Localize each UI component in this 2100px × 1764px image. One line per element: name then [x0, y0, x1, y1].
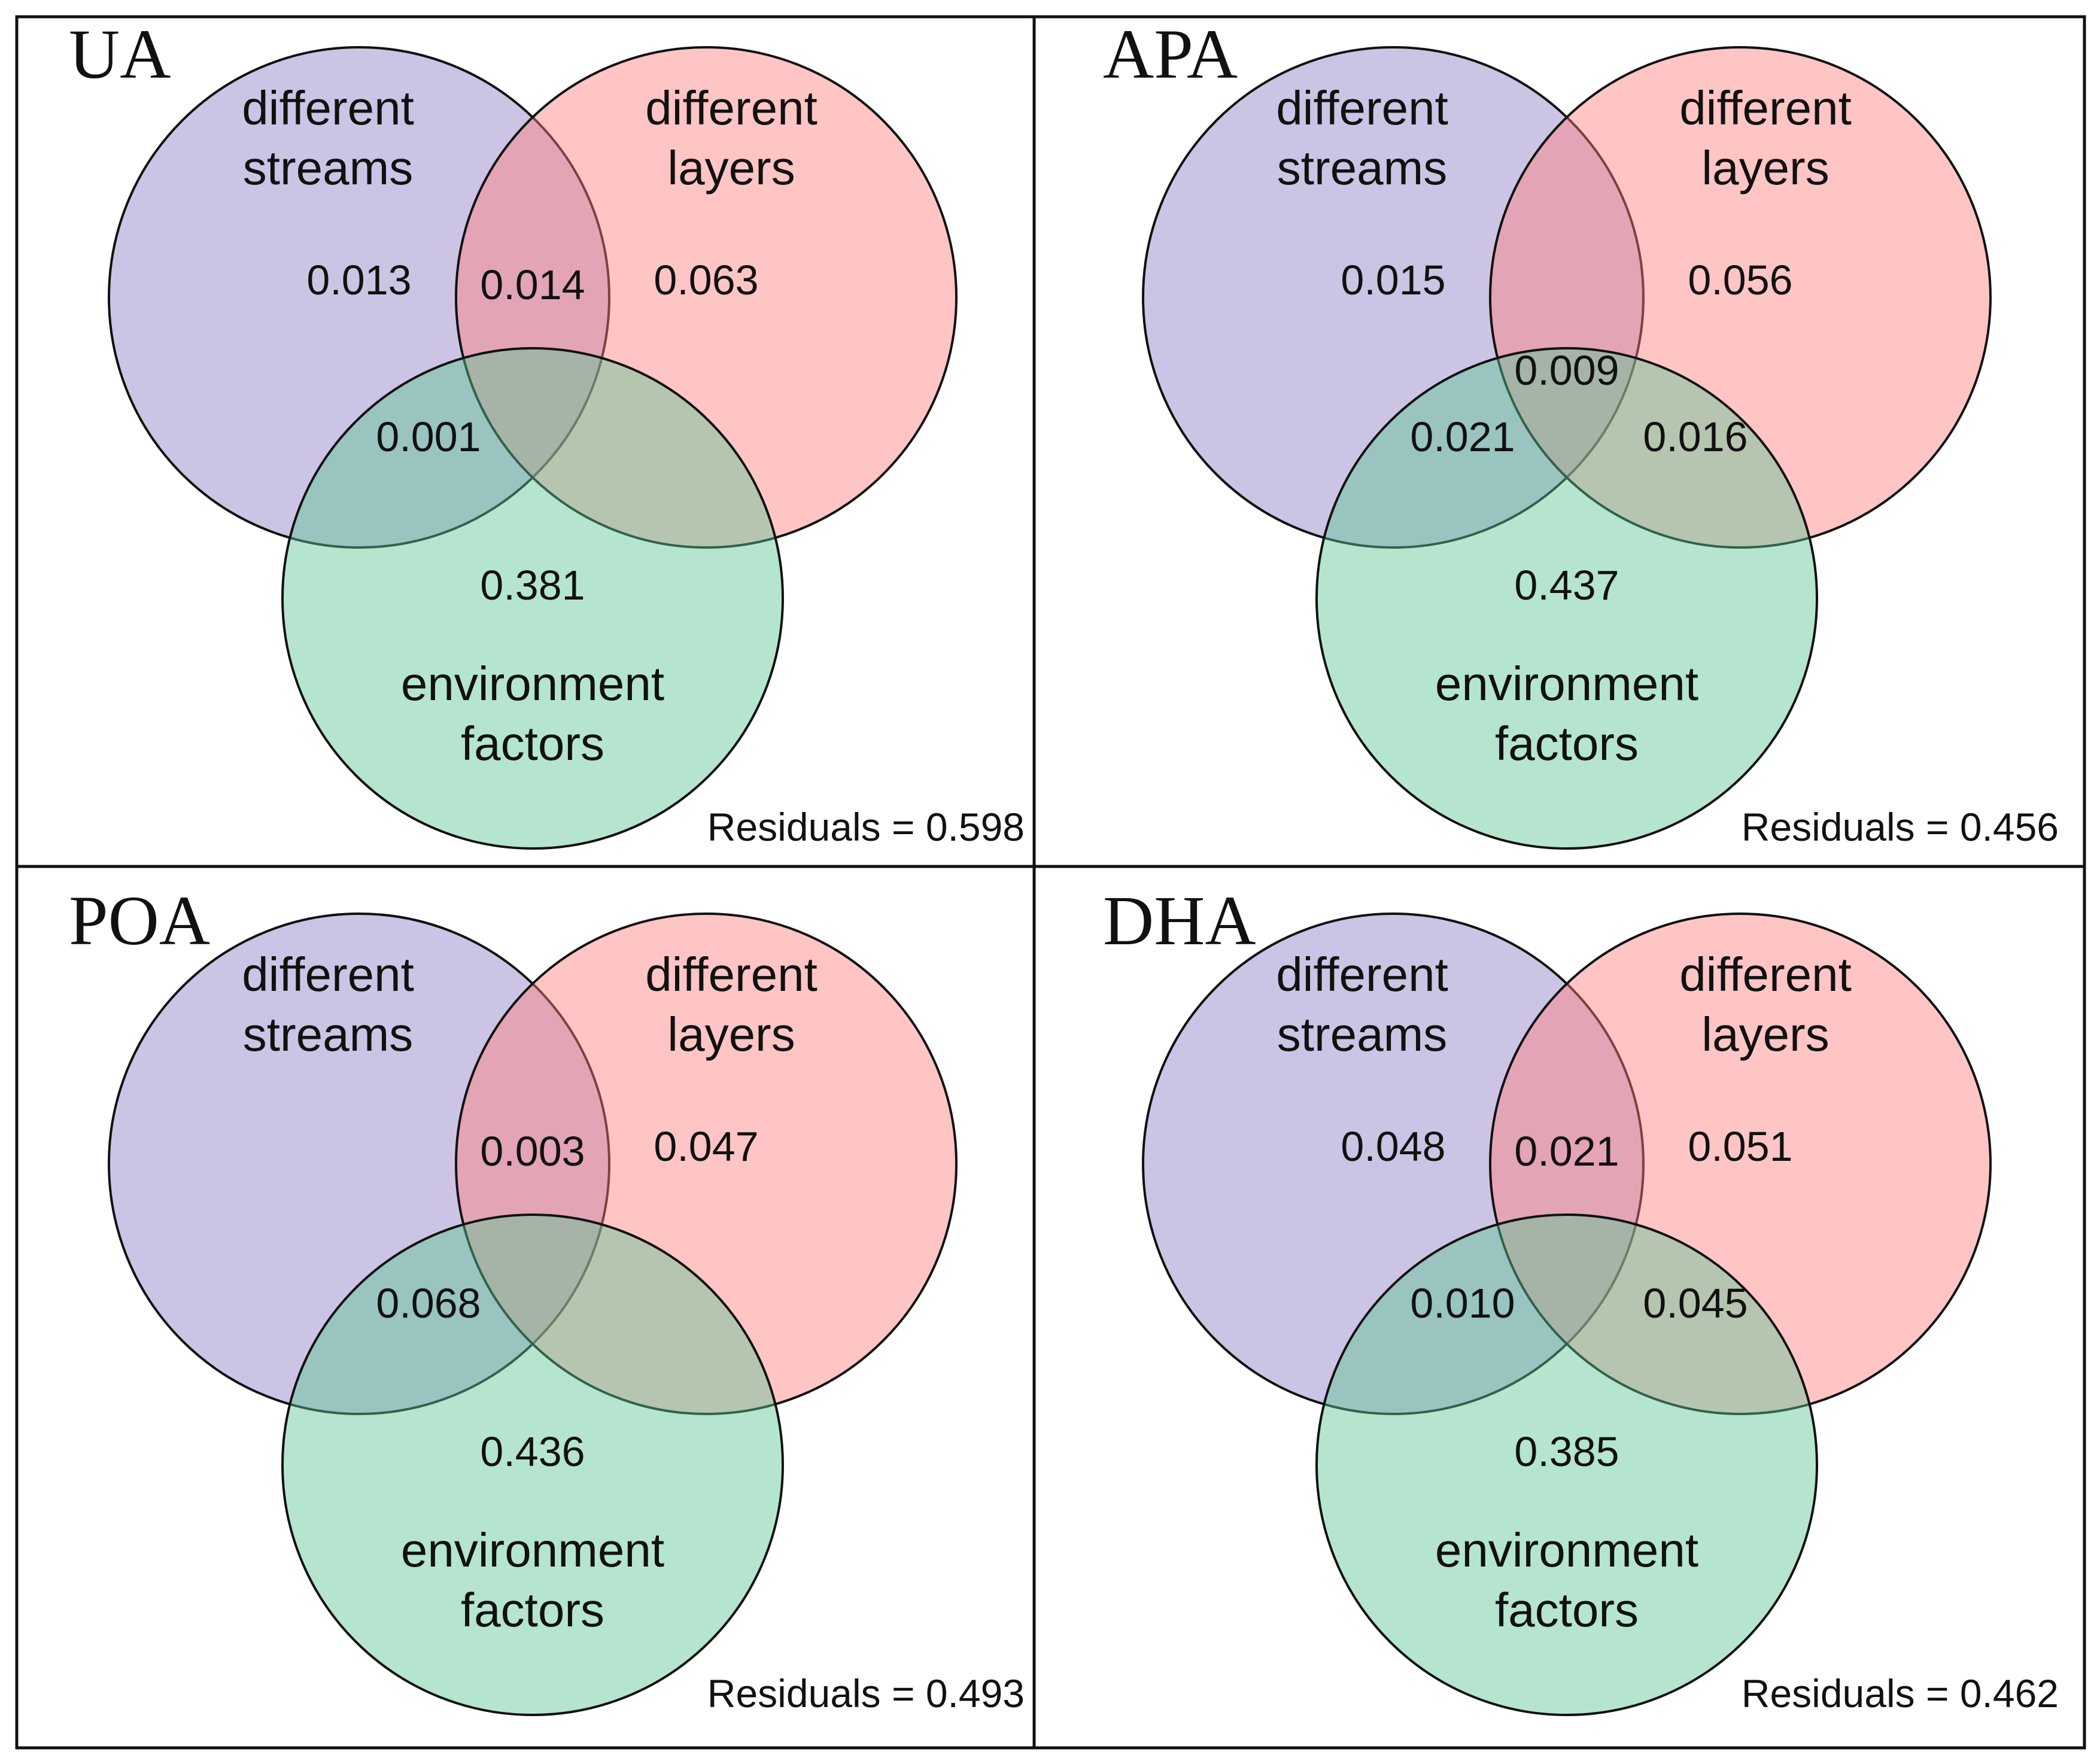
value-layers-only: 0.063: [654, 257, 758, 303]
venn-panel-ua: UA different streams different layers environ…: [69, 15, 1025, 850]
panel-title: POA: [69, 881, 210, 960]
layers-label-line: different: [645, 948, 817, 1001]
environment-label-line: environment: [1435, 657, 1698, 710]
value-environment-only: 0.381: [480, 562, 585, 609]
streams-circle: [1142, 913, 1645, 1415]
layers-label-line: different: [645, 81, 817, 135]
value-streams-layers: 0.021: [1514, 1128, 1619, 1175]
venn-panels: UA different streams different layers environ…: [69, 15, 2059, 1716]
value-streams-layers: 0.003: [480, 1128, 585, 1175]
value-streams-environment: 0.010: [1410, 1280, 1515, 1327]
streams-label-line: streams: [243, 1008, 414, 1061]
panel-grid-borders: [15, 15, 2086, 1750]
streams-circle: [108, 46, 610, 549]
layers-label-line: layers: [1701, 141, 1829, 194]
streams-circle: [1142, 46, 1645, 549]
value-layers-only: 0.047: [654, 1123, 758, 1170]
layers-circle: [455, 913, 958, 1415]
environment-circle: [281, 347, 784, 850]
value-streams-environment: 0.001: [376, 413, 481, 460]
residuals-label: Residuals = 0.456: [1742, 805, 2059, 849]
value-environment-only: 0.385: [1514, 1428, 1619, 1475]
value-environment-only: 0.437: [1514, 562, 1619, 609]
value-streams-only: 0.048: [1341, 1123, 1445, 1170]
venn-panel-dha: DHA different streams different layers enviro…: [1103, 881, 2059, 1716]
layers-circle: [1489, 46, 1992, 549]
streams-label-line: streams: [243, 141, 414, 194]
layers-label-line: layers: [1701, 1008, 1829, 1061]
value-streams-environment: 0.021: [1410, 413, 1515, 460]
environment-circle: [1315, 347, 1818, 850]
streams-label-line: streams: [1277, 1008, 1448, 1061]
outer-border: [15, 15, 2086, 1750]
layers-label-line: different: [1679, 81, 1852, 135]
value-all-three: 0.009: [1514, 347, 1619, 394]
panel-title: UA: [69, 15, 171, 93]
streams-label-line: streams: [1277, 141, 1448, 194]
value-layers-only: 0.051: [1688, 1123, 1792, 1170]
layers-circle: [455, 46, 958, 549]
venn-panel-poa: POA different streams different layers enviro…: [69, 881, 1025, 1716]
value-environment-only: 0.436: [480, 1428, 585, 1475]
streams-label-line: different: [242, 948, 414, 1001]
environment-label-line: factors: [461, 717, 604, 770]
value-streams-environment: 0.068: [376, 1280, 481, 1327]
environment-circle: [1315, 1213, 1818, 1716]
venn-panel-apa: APA different streams different layers enviro…: [1103, 15, 2059, 850]
residuals-label: Residuals = 0.598: [707, 805, 1025, 849]
layers-label-line: layers: [667, 141, 795, 194]
layers-label-line: different: [1679, 948, 1852, 1001]
environment-label-line: environment: [1435, 1523, 1698, 1577]
residuals-label: Residuals = 0.493: [707, 1671, 1025, 1716]
streams-label-line: different: [242, 81, 414, 135]
layers-circle: [1489, 913, 1992, 1415]
value-streams-only: 0.015: [1341, 257, 1445, 303]
residuals-label: Residuals = 0.462: [1742, 1671, 2059, 1716]
environment-label-line: factors: [461, 1583, 604, 1637]
environment-label-line: environment: [401, 1523, 664, 1577]
value-streams-layers: 0.014: [480, 261, 585, 308]
panel-title: APA: [1103, 15, 1238, 93]
value-layers-environment: 0.016: [1643, 413, 1748, 460]
environment-label-line: factors: [1495, 1583, 1639, 1637]
value-layers-environment: 0.045: [1643, 1280, 1748, 1327]
environment-label-line: factors: [1495, 717, 1639, 770]
streams-label-line: different: [1276, 948, 1448, 1001]
panel-title: DHA: [1103, 881, 1256, 960]
streams-circle: [108, 913, 610, 1415]
value-streams-only: 0.013: [306, 257, 411, 303]
layers-label-line: layers: [667, 1008, 795, 1061]
environment-circle: [281, 1213, 784, 1716]
streams-label-line: different: [1276, 81, 1448, 135]
environment-label-line: environment: [401, 657, 664, 710]
value-layers-only: 0.056: [1688, 257, 1792, 303]
